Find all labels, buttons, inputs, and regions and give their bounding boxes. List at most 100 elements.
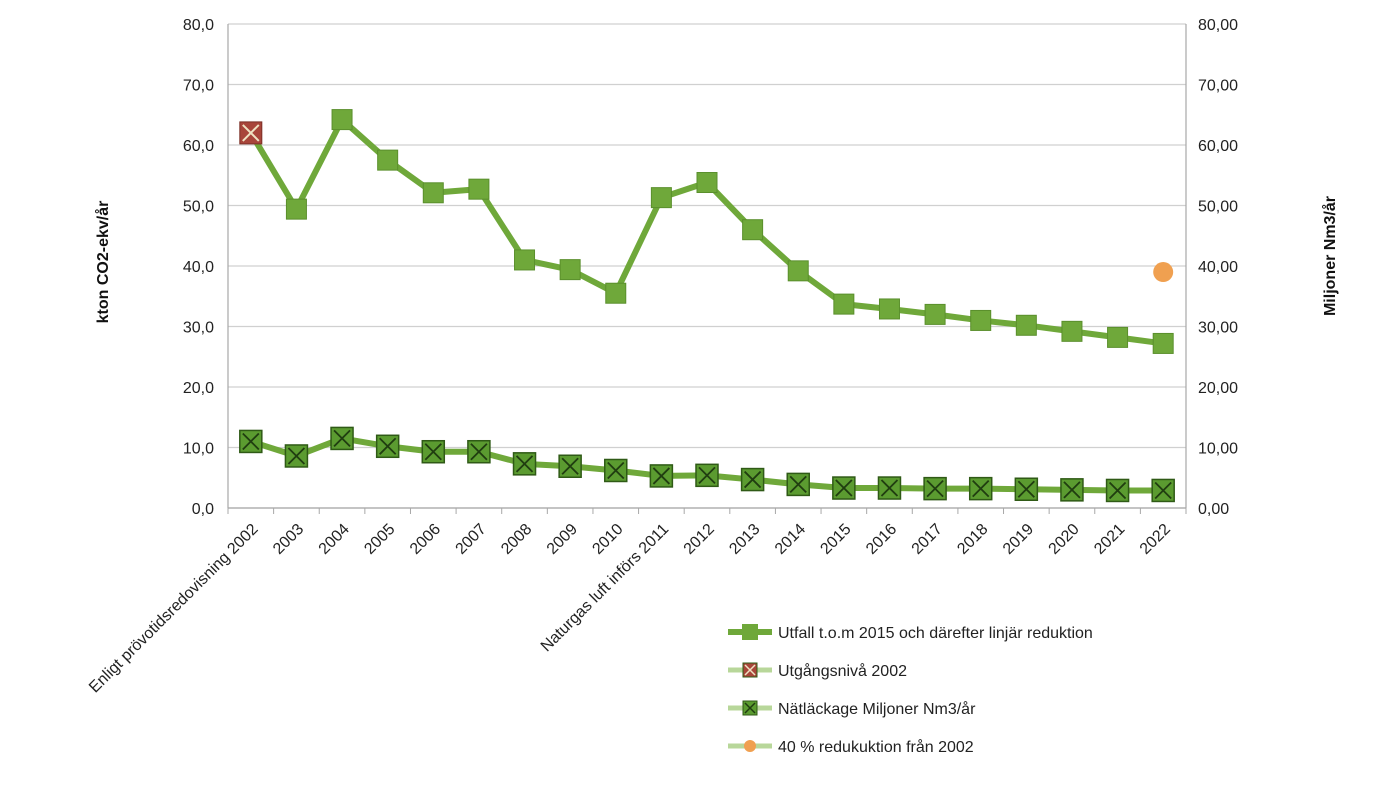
right-tick-label: 0,00 (1198, 501, 1229, 518)
marker-square (1015, 314, 1037, 336)
left-tick-label: 60,0 (183, 138, 214, 155)
data-point (877, 476, 902, 500)
marker-square (833, 293, 855, 315)
legend-label: Nätläckage Miljoner Nm3/år (778, 700, 976, 718)
marker-cross (652, 467, 671, 485)
left-axis-ticks: 0,0 10,0 20,0 30,0 40,0 50,0 60,0 70,0 80,0 (183, 17, 214, 518)
right-axis-title: Miljoner Nm3/år (1321, 196, 1339, 316)
marker-cross (333, 429, 351, 448)
data-point (285, 198, 307, 220)
marker-cross (515, 455, 534, 473)
legend-item: Utfall t.o.m 2015 och därefter linjär re… (728, 624, 1093, 642)
x-tick-label: 2013 (726, 521, 763, 558)
marker-square (878, 298, 900, 320)
legend-item: 40 % redukuktion från 2002 (728, 738, 974, 756)
marker-square (559, 259, 581, 281)
marker-circle (1153, 262, 1174, 283)
marker-square (1061, 320, 1083, 342)
data-point (468, 178, 490, 200)
data-point (375, 434, 400, 459)
data-point (558, 454, 582, 479)
marker-square (468, 178, 490, 200)
right-tick-label: 40,00 (1198, 259, 1238, 276)
data-point (284, 444, 309, 468)
legend-marker-cross (744, 664, 756, 676)
data-point (740, 467, 765, 492)
legend-label: 40 % redukuktion från 2002 (778, 738, 974, 756)
x-tick-label: 2003 (270, 521, 307, 558)
data-point (786, 472, 810, 497)
marker-square (331, 109, 353, 131)
data-point (330, 426, 354, 451)
marker-cross (470, 443, 488, 461)
marker-cross (1017, 480, 1035, 498)
marker-cross (1108, 481, 1127, 500)
x-tick-label: 2016 (863, 521, 900, 558)
right-tick-label: 70,00 (1198, 78, 1238, 95)
marker-square (285, 198, 307, 220)
data-point (649, 464, 674, 488)
x-tick-label: 2017 (909, 521, 946, 558)
series-2 (239, 426, 1175, 503)
series-layer (239, 109, 1175, 503)
data-point (604, 458, 628, 483)
marker-square (696, 172, 718, 194)
data-point (1061, 320, 1083, 342)
data-point (1107, 326, 1129, 348)
data-point (421, 439, 446, 464)
x-tick-label: 2007 (453, 521, 490, 558)
marker-square (924, 303, 946, 325)
marker-cross (1063, 481, 1081, 499)
marker-square (422, 182, 444, 204)
left-tick-label: 10,0 (183, 441, 214, 458)
data-point (331, 109, 353, 131)
marker-square (605, 282, 627, 304)
x-tick-label: 2004 (316, 521, 353, 558)
legend-marker-cross (744, 702, 756, 714)
marker-cross (424, 443, 442, 461)
gridlines (228, 23, 1186, 509)
x-tick-label: 2022 (1137, 521, 1174, 558)
marker-cross (607, 461, 625, 480)
marker-cross (379, 437, 397, 455)
right-tick-label: 10,00 (1198, 441, 1238, 458)
marker-cross (242, 124, 260, 142)
right-tick-label: 80,00 (1198, 17, 1238, 34)
data-point (742, 219, 764, 241)
data-point (1015, 314, 1037, 336)
marker-square (742, 219, 764, 241)
marker-square (650, 187, 672, 209)
left-tick-label: 70,0 (183, 78, 214, 95)
marker-square (1152, 332, 1174, 354)
x-tick-label: Enligt prövotidsredovisning 2002 (86, 521, 262, 697)
x-axis-ticks: Enligt prövotidsredovisning 2002 2003 2004… (86, 521, 1174, 697)
right-tick-label: 30,00 (1198, 320, 1238, 337)
data-point (1152, 332, 1174, 354)
series-0 (240, 109, 1174, 354)
left-axis-title: kton CO2-ekv/år (94, 201, 112, 324)
data-point (422, 182, 444, 204)
data-point (696, 172, 718, 194)
data-point (1153, 262, 1174, 283)
data-point (878, 298, 900, 320)
data-point (924, 303, 946, 325)
data-point (968, 476, 993, 501)
legend-label: Utgångsnivå 2002 (778, 662, 907, 680)
data-point (239, 121, 263, 145)
legend-marker (744, 740, 756, 752)
data-point (1105, 478, 1130, 503)
data-point (377, 149, 399, 171)
marker-cross (287, 447, 306, 465)
x-tick-label: 2006 (407, 521, 444, 558)
legend-label: Utfall t.o.m 2015 och därefter linjär re… (778, 625, 1093, 642)
data-point (512, 452, 537, 476)
data-point (970, 309, 992, 331)
x-tick-label: 2012 (681, 521, 718, 558)
data-point (467, 439, 491, 464)
marker-square (1107, 326, 1129, 348)
legend-item: Nätläckage Miljoner Nm3/år (728, 700, 976, 718)
left-tick-label: 30,0 (183, 320, 214, 337)
data-point (833, 293, 855, 315)
x-tick-label: 2008 (498, 521, 535, 558)
